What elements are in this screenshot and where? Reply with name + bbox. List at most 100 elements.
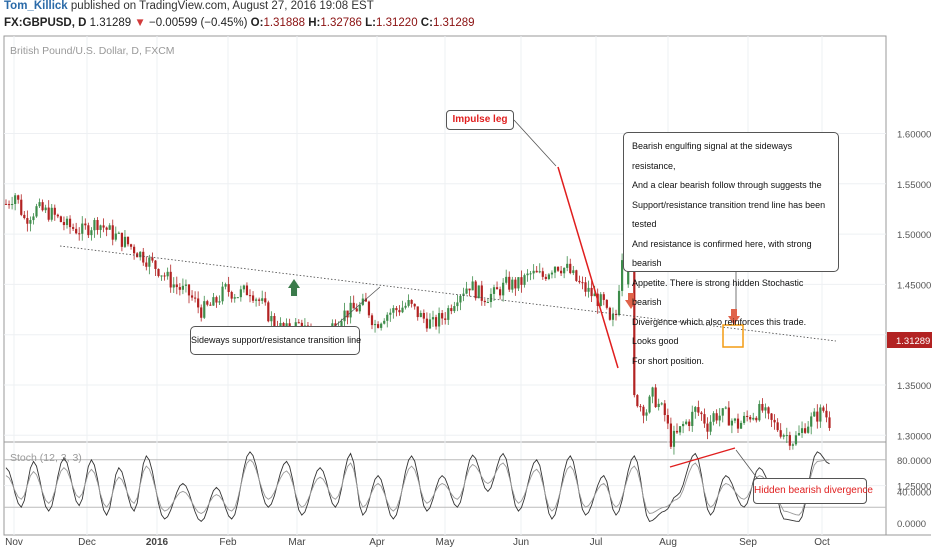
candle-body xyxy=(614,314,618,316)
candle-body xyxy=(145,262,148,267)
candle-body xyxy=(111,225,114,240)
candle-body xyxy=(209,304,212,306)
x-tick-label: Aug xyxy=(659,537,677,548)
candle-body xyxy=(578,280,581,283)
candle-body xyxy=(599,294,602,306)
candle-body xyxy=(166,271,169,277)
last-price-label: 1.31289 xyxy=(896,336,930,347)
candle-body xyxy=(84,223,87,226)
candle-body xyxy=(285,323,288,328)
support-resistance-line xyxy=(59,245,837,342)
candle-body xyxy=(383,320,386,324)
candle-body xyxy=(175,284,178,288)
candle-body xyxy=(770,413,773,420)
candle-body xyxy=(581,282,584,284)
candle-body xyxy=(367,301,371,316)
candle-body xyxy=(532,270,535,274)
candle-body xyxy=(541,271,544,277)
candle-body xyxy=(749,416,752,420)
candle-body xyxy=(819,407,822,422)
analysis-note-line: For short position. xyxy=(632,355,705,366)
candle-body xyxy=(352,302,355,309)
red-down-arrow-icon xyxy=(728,316,740,325)
candles xyxy=(4,193,831,455)
candle-body xyxy=(752,417,755,420)
candle-body xyxy=(431,317,435,320)
analysis-note-line: And resistance is confirmed here, with s… xyxy=(632,238,812,269)
candle-body xyxy=(779,430,782,437)
candle-body xyxy=(657,403,660,408)
candle-body xyxy=(181,285,184,290)
candle-body xyxy=(444,318,447,320)
candle-body xyxy=(788,435,791,446)
candle-body xyxy=(230,292,233,299)
price-tick-label: 1.30000 xyxy=(897,431,931,442)
candle-body xyxy=(78,233,81,235)
candle-body xyxy=(251,295,255,301)
candle-body xyxy=(105,227,108,230)
candle-body xyxy=(99,225,102,230)
candle-body xyxy=(480,285,483,301)
published-text: published on TradingView.com, August 27,… xyxy=(67,0,374,12)
candle-body xyxy=(419,312,422,318)
x-tick-label: Mar xyxy=(288,537,306,548)
candle-body xyxy=(663,403,666,416)
impulse-connector xyxy=(513,119,557,167)
candle-body xyxy=(471,281,474,291)
candle-body xyxy=(721,408,724,416)
candle-body xyxy=(398,310,401,313)
candle-body xyxy=(96,220,99,230)
candle-body xyxy=(163,275,166,277)
candle-body xyxy=(682,423,685,427)
candle-body xyxy=(715,413,718,421)
candle-body xyxy=(386,314,389,321)
author-link[interactable]: Tom_Killick xyxy=(4,0,68,12)
candle-body xyxy=(389,312,392,315)
candle-body xyxy=(23,214,26,219)
candle-body xyxy=(675,430,679,433)
note-connector xyxy=(334,286,381,327)
candle-body xyxy=(428,319,432,329)
candle-body xyxy=(486,302,489,304)
candle-body xyxy=(206,301,209,305)
candle-body xyxy=(825,410,828,418)
hidden-divergence-label: Hidden bearish divergence xyxy=(753,478,873,504)
red-down-arrow-icon xyxy=(625,300,637,309)
candle-body xyxy=(514,279,517,289)
candle-body xyxy=(108,225,111,230)
candle-body xyxy=(370,315,374,326)
candle-body xyxy=(544,276,547,279)
candle-body xyxy=(218,301,221,303)
stoch-tick-label: 0.0000 xyxy=(897,519,926,530)
last-price-badge xyxy=(887,332,932,348)
candle-body xyxy=(764,407,767,411)
candle-body xyxy=(800,428,804,433)
candle-body xyxy=(483,300,486,303)
x-tick-label: 2016 xyxy=(146,537,169,548)
candle-body xyxy=(499,289,502,296)
candle-body xyxy=(123,236,127,247)
candle-body xyxy=(730,420,733,426)
candle-body xyxy=(142,251,145,263)
divergence-line xyxy=(669,447,736,468)
candle-body xyxy=(157,268,160,277)
candle-body xyxy=(593,293,596,297)
candle-body xyxy=(816,411,819,422)
candle-body xyxy=(93,220,96,231)
candle-body xyxy=(590,287,593,297)
candle-body xyxy=(700,412,703,415)
impulse-leg-label: Impulse leg xyxy=(446,110,514,130)
analysis-note-line: And a clear bearish follow through sugge… xyxy=(632,180,822,190)
candle-body xyxy=(194,297,197,299)
candle-body xyxy=(718,415,721,421)
candle-body xyxy=(425,318,428,329)
x-tick-label: Apr xyxy=(369,537,385,548)
candle-body xyxy=(828,417,831,429)
candle-body xyxy=(184,284,188,286)
candle-body xyxy=(621,260,624,291)
candle-body xyxy=(511,279,514,290)
candle-body xyxy=(810,416,813,427)
divergence-connector xyxy=(735,449,761,483)
